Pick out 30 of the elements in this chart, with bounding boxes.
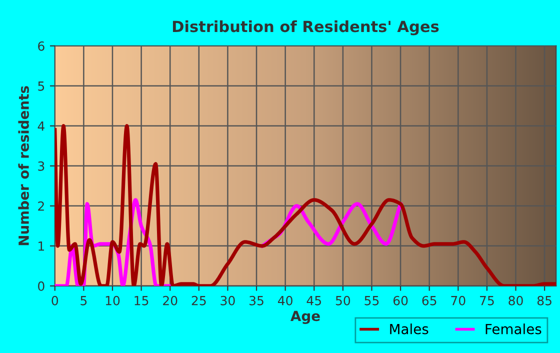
x-tick-label: 70 xyxy=(451,296,466,306)
x-tick-label: 55 xyxy=(364,296,379,306)
legend-label: Females xyxy=(486,324,542,334)
x-tick-label: 60 xyxy=(393,296,408,306)
x-axis-title: Age xyxy=(290,310,320,324)
x-tick-label: 80 xyxy=(508,296,523,306)
x-tick-label: 25 xyxy=(192,296,206,306)
x-tick-label: 20 xyxy=(163,296,178,306)
x-tick-label: 50 xyxy=(336,296,350,306)
x-tick-label: 40 xyxy=(278,296,292,306)
x-tick-label: 35 xyxy=(250,296,264,306)
x-tick-label: 5 xyxy=(80,296,87,306)
y-tick-label: 2 xyxy=(38,201,44,211)
x-tick-label: 30 xyxy=(220,296,235,306)
x-tick-label: 85 xyxy=(537,296,552,306)
y-tick-label: 4 xyxy=(38,122,44,131)
x-tick-label: 15 xyxy=(134,296,148,306)
y-tick-label: 0 xyxy=(38,281,44,291)
x-tick-label: 0 xyxy=(52,296,58,306)
y-axis-title: Number of residents xyxy=(18,86,29,246)
y-tick-label: 1 xyxy=(38,242,44,251)
x-tick-label: 45 xyxy=(306,296,321,306)
x-tick-label: 10 xyxy=(106,296,120,306)
chart-title: Distribution of Residents' Ages xyxy=(172,20,439,36)
x-tick-label: 75 xyxy=(480,296,494,306)
legend-label: Males xyxy=(390,324,428,334)
y-tick-label: 6 xyxy=(38,41,44,51)
x-tick-label: 65 xyxy=(422,296,436,306)
y-tick-label: 3 xyxy=(38,161,44,171)
y-tick-label: 5 xyxy=(38,82,44,91)
